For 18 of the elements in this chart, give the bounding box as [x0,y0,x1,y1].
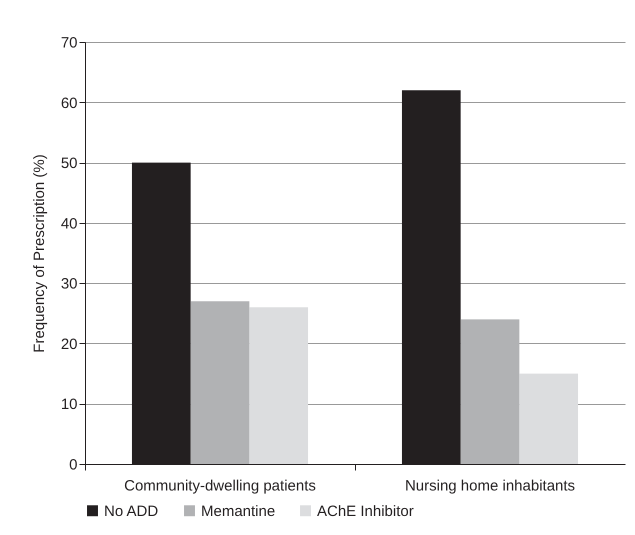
legend-label: AChE Inhibitor [317,502,414,520]
bar [249,307,308,464]
y-tick-label: 50 [60,155,78,172]
legend-label: Memantine [201,502,276,520]
y-tick-label: 20 [60,336,78,353]
y-tick-label: 60 [60,94,78,112]
bar [519,374,578,464]
bar [460,319,520,464]
y-tick-label: 40 [60,215,78,232]
bar [190,301,250,464]
y-tick-label: 10 [60,396,78,414]
legend-label: No ADD [104,502,158,520]
x-tick-label: Community-dwelling patients [124,478,316,494]
y-tick-label: 70 [60,34,78,52]
y-tick-label: 30 [60,276,78,293]
x-tick-label: Nursing home inhabitants [404,478,576,494]
y-tick-label: 0 [69,456,78,474]
y-axis-title: Frequency of Prescription (%) [30,154,48,353]
